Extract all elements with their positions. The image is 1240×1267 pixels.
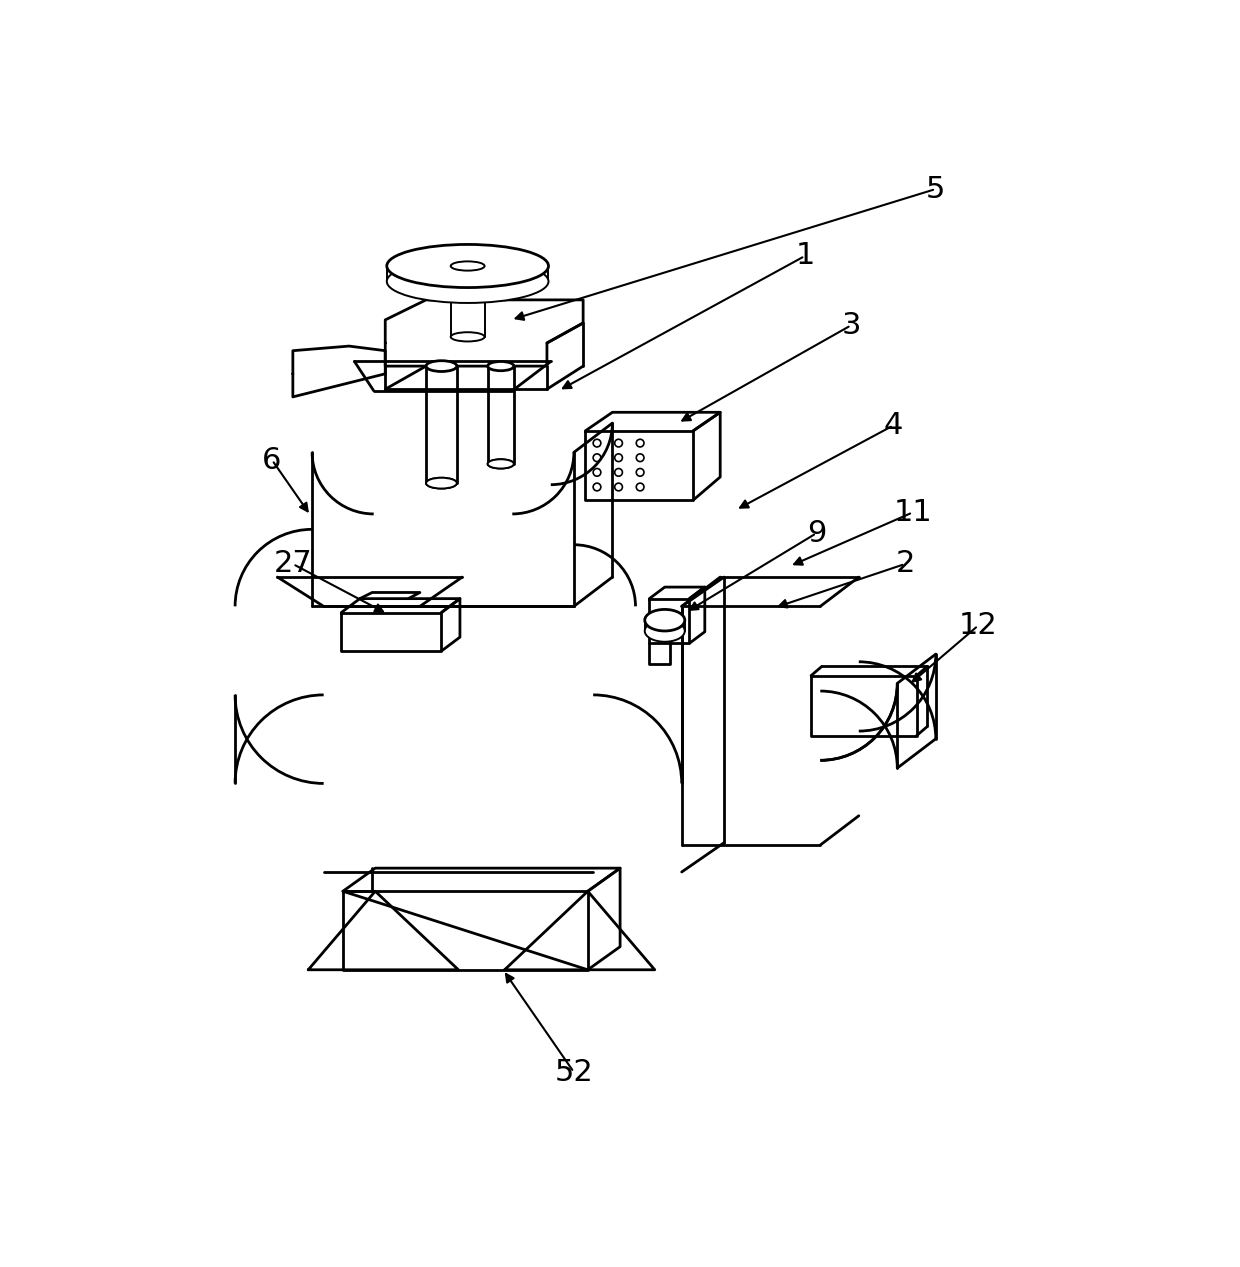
Text: 5: 5: [926, 175, 945, 204]
Ellipse shape: [450, 261, 485, 271]
Ellipse shape: [387, 260, 548, 303]
Ellipse shape: [487, 459, 513, 469]
Text: 1: 1: [795, 242, 815, 270]
Text: 3: 3: [842, 310, 861, 340]
Text: 4: 4: [884, 411, 903, 440]
Text: 11: 11: [893, 498, 932, 527]
Text: 12: 12: [959, 611, 997, 640]
Ellipse shape: [427, 478, 456, 489]
Text: 6: 6: [263, 446, 281, 475]
Text: 27: 27: [274, 550, 312, 579]
Ellipse shape: [427, 478, 456, 489]
Ellipse shape: [450, 332, 485, 342]
Ellipse shape: [645, 609, 684, 631]
Text: 2: 2: [895, 550, 915, 579]
Ellipse shape: [427, 361, 456, 371]
Ellipse shape: [487, 459, 513, 469]
Ellipse shape: [387, 245, 548, 288]
Text: 9: 9: [807, 518, 826, 547]
Text: 52: 52: [554, 1058, 593, 1087]
Ellipse shape: [645, 621, 684, 642]
Ellipse shape: [487, 361, 513, 371]
